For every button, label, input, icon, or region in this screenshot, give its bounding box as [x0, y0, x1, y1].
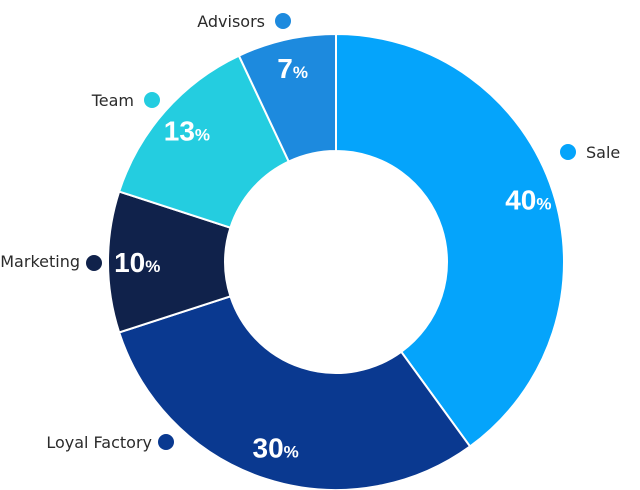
legend-item-loyal-factory: Loyal Factory — [46, 433, 174, 452]
legend-dot-loyal-factory — [158, 434, 174, 450]
value-label-sale: 40% — [505, 184, 551, 215]
donut-slices — [107, 32, 565, 490]
legend-item-team: Team — [91, 91, 160, 110]
legend-item-sale: Sale — [560, 143, 620, 162]
legend-item-marketing: Marketing — [0, 252, 102, 271]
value-label-advisors: 7% — [277, 53, 308, 84]
legend-label-loyal-factory: Loyal Factory — [46, 433, 152, 452]
value-labels: 40% 30% 10% 13% 7% — [114, 53, 551, 464]
slice-loyal-factory[interactable] — [117, 295, 472, 490]
legend-label-marketing: Marketing — [0, 252, 80, 271]
legend-dot-sale — [560, 144, 576, 160]
value-label-team: 13% — [164, 116, 210, 147]
legend-dot-advisors — [275, 13, 291, 29]
legend-dot-team — [144, 92, 160, 108]
slice-advisors[interactable] — [237, 32, 337, 163]
legend-label-sale: Sale — [586, 143, 620, 162]
legend-label-advisors: Advisors — [197, 12, 265, 31]
slice-sale[interactable] — [335, 32, 565, 448]
legend-dot-marketing — [86, 255, 102, 271]
value-label-marketing: 10% — [114, 247, 160, 278]
legend-item-advisors: Advisors — [197, 12, 291, 31]
legend-label-team: Team — [91, 91, 134, 110]
legend: Sale Loyal Factory Marketing Team Advisors — [0, 12, 620, 452]
value-label-loyal-factory: 30% — [253, 433, 299, 464]
